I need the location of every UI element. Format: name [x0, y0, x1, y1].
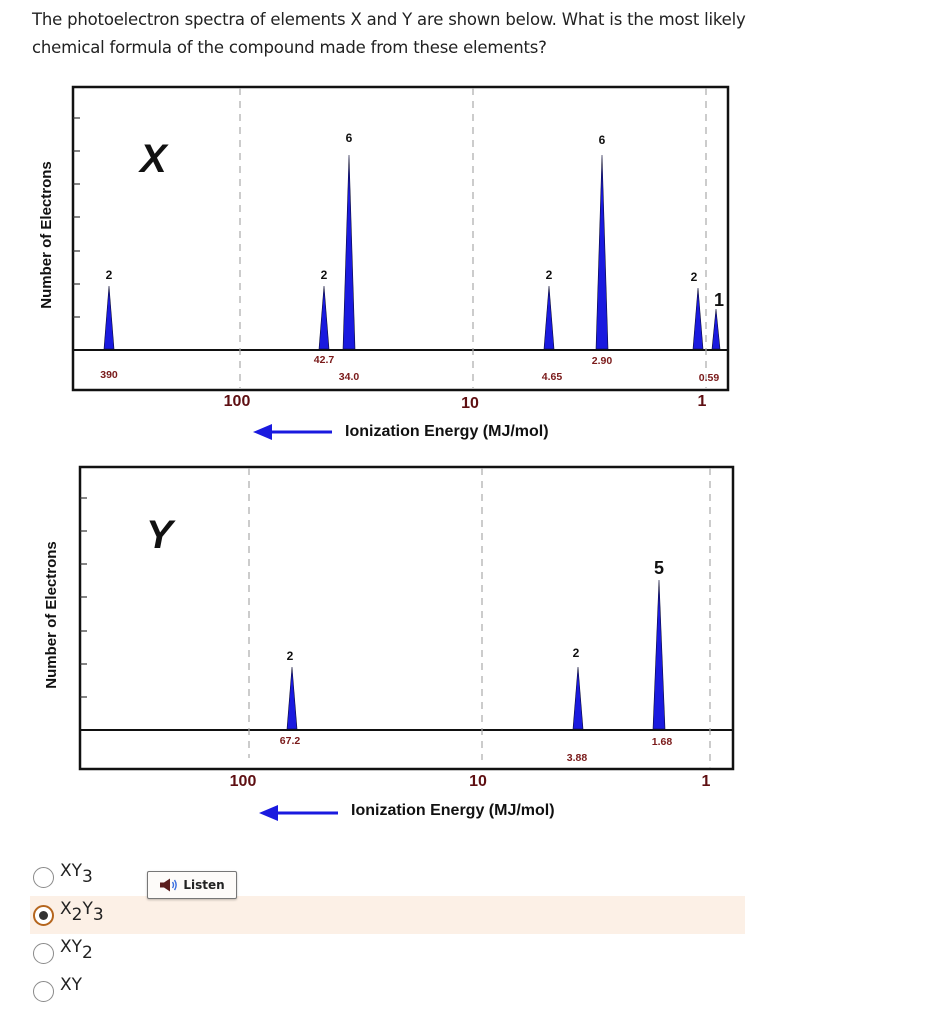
x-tick-label: 10 [469, 773, 487, 790]
listen-label: Listen [183, 878, 225, 892]
peak-42-7 [318, 285, 330, 350]
count-label: 6 [346, 131, 353, 145]
energy-label: 4.65 [542, 371, 563, 383]
x-tick-label: 10 [461, 395, 479, 412]
gridlines [248, 468, 711, 768]
option-label: XY [60, 975, 83, 995]
count-label: 2 [321, 268, 328, 282]
count-label: 2 [691, 270, 698, 284]
option-label: XY2 [60, 937, 93, 963]
gridlines [239, 88, 707, 388]
count-label: 2 [287, 649, 294, 663]
radio-button-selected[interactable] [33, 904, 54, 926]
peak-2s [692, 287, 704, 350]
pes-chart-y-svg: Number of Electrons Y 2 2 5 67.2 3.88 1.… [43, 465, 735, 821]
option-label: XY3 [60, 861, 93, 887]
peak-3-88 [572, 666, 584, 730]
x-tick-label: 1 [698, 393, 707, 410]
left-arrow-icon [259, 805, 338, 821]
radio-dot [39, 910, 48, 920]
x-tick-label: 1 [702, 773, 711, 790]
option-xy[interactable]: XY [30, 972, 745, 1010]
peaks [103, 154, 721, 350]
option-x2y3[interactable]: X2Y3 [30, 896, 745, 934]
option-xy3[interactable]: XY3 [30, 858, 745, 896]
listen-button[interactable]: Listen [147, 871, 237, 899]
element-label-y: Y [146, 513, 176, 557]
energy-label: 67.2 [280, 735, 301, 747]
count-label: 1 [714, 290, 724, 310]
energy-label: 42.7 [314, 354, 335, 366]
peak-1-68 [652, 579, 666, 730]
peak-4-65 [543, 285, 555, 350]
peak-2-90 [595, 154, 609, 350]
count-label: 2 [573, 646, 580, 660]
plot-frame [78, 465, 735, 771]
energy-label: 390 [100, 369, 118, 381]
energy-label: 34.0 [339, 371, 360, 383]
radio-button[interactable] [33, 942, 54, 964]
radio-button[interactable] [33, 980, 54, 1002]
left-arrow-icon [253, 424, 332, 440]
count-label: 2 [546, 268, 553, 282]
question-text: The photoelectron spectra of elements X … [32, 10, 746, 57]
peak-34-0 [342, 154, 356, 350]
pes-chart-y: Number of Electrons Y 2 2 5 67.2 3.88 1.… [30, 460, 750, 830]
count-label: 2 [106, 268, 113, 282]
peak-0-59 [711, 308, 721, 350]
y-ticks [80, 497, 87, 698]
energy-label: 0.59 [699, 372, 720, 384]
x-tick-label: 100 [230, 773, 257, 790]
energy-label: 1.68 [652, 736, 673, 748]
plot-frame [71, 85, 730, 392]
option-label: X2Y3 [60, 899, 104, 925]
y-ticks [73, 117, 80, 318]
x-tick-label: 100 [224, 393, 251, 410]
energy-label: 3.88 [567, 752, 588, 764]
y-axis-label: Number of Electrons [38, 161, 55, 309]
pes-chart-x-svg: Number of Electrons X 2 2 [38, 85, 730, 440]
element-label-x: X [138, 137, 169, 181]
y-axis-label: Number of Electrons [43, 541, 60, 689]
radio-button[interactable] [33, 866, 54, 888]
option-xy2[interactable]: XY2 [30, 934, 745, 972]
x-axis-title: Ionization Energy (MJ/mol) [351, 802, 555, 819]
count-label: 6 [599, 133, 606, 147]
peaks [286, 579, 666, 730]
peak-390 [103, 285, 115, 350]
pes-chart-x: Number of Electrons X 2 2 [30, 80, 750, 450]
count-label: 5 [654, 558, 664, 578]
answer-options: XY3 X2Y3 XY2 XY [30, 858, 745, 1010]
x-axis-title: Ionization Energy (MJ/mol) [345, 423, 549, 440]
peak-67-2 [286, 666, 298, 730]
speaker-icon [159, 878, 179, 892]
energy-label: 2.90 [592, 355, 613, 367]
